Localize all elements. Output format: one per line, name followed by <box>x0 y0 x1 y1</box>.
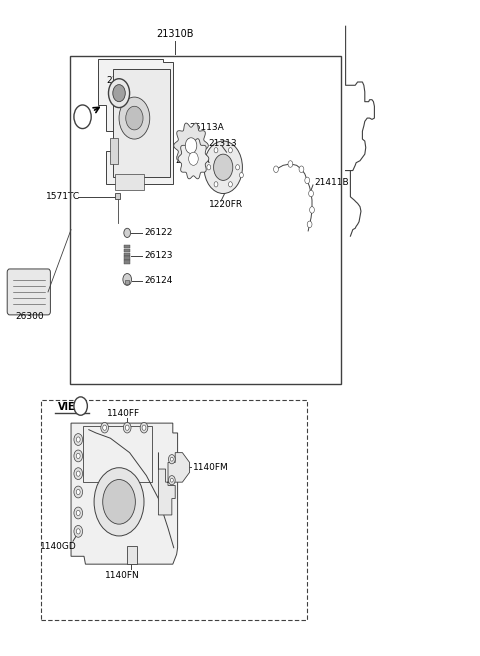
Circle shape <box>74 525 83 537</box>
Text: 26300: 26300 <box>15 312 44 321</box>
Circle shape <box>214 148 218 153</box>
Circle shape <box>189 152 198 165</box>
Circle shape <box>76 489 80 495</box>
Polygon shape <box>71 423 178 564</box>
Text: 1571TC: 1571TC <box>46 192 80 201</box>
Circle shape <box>94 468 144 536</box>
Circle shape <box>113 85 125 102</box>
Circle shape <box>123 422 131 433</box>
Circle shape <box>228 182 232 187</box>
Polygon shape <box>158 453 190 515</box>
Bar <box>83 426 152 482</box>
Circle shape <box>170 478 173 482</box>
Circle shape <box>228 148 232 153</box>
Circle shape <box>140 422 148 433</box>
Circle shape <box>74 486 83 498</box>
Circle shape <box>236 165 240 170</box>
Text: 26113A: 26113A <box>190 123 224 133</box>
FancyBboxPatch shape <box>7 269 50 315</box>
Circle shape <box>101 422 108 433</box>
Circle shape <box>76 437 80 442</box>
Text: 1140FN: 1140FN <box>105 571 140 581</box>
Circle shape <box>74 468 83 480</box>
Text: 21411B: 21411B <box>314 178 349 187</box>
Bar <box>127 546 137 564</box>
Circle shape <box>76 453 80 459</box>
Polygon shape <box>174 123 208 168</box>
Bar <box>115 193 120 199</box>
Circle shape <box>305 177 310 184</box>
Circle shape <box>119 97 150 139</box>
Bar <box>124 245 130 248</box>
Bar <box>113 69 170 177</box>
Circle shape <box>240 173 243 178</box>
Circle shape <box>76 471 80 476</box>
Circle shape <box>170 457 173 461</box>
Circle shape <box>103 425 107 430</box>
Circle shape <box>168 455 175 464</box>
Circle shape <box>307 221 312 228</box>
Text: VIEW: VIEW <box>58 401 86 412</box>
Circle shape <box>74 105 91 129</box>
Circle shape <box>288 161 293 167</box>
Bar <box>124 256 130 260</box>
Circle shape <box>74 507 83 519</box>
Circle shape <box>204 141 242 194</box>
Bar <box>41 400 307 620</box>
Circle shape <box>76 510 80 516</box>
Circle shape <box>207 165 211 170</box>
Circle shape <box>168 476 175 485</box>
Bar <box>124 253 130 256</box>
Text: 21310B: 21310B <box>156 29 194 39</box>
Circle shape <box>124 228 131 237</box>
Circle shape <box>274 166 278 173</box>
Bar <box>125 280 129 284</box>
Circle shape <box>214 154 233 180</box>
Text: 1140FM: 1140FM <box>193 462 228 472</box>
Circle shape <box>123 274 132 285</box>
Bar <box>124 249 130 252</box>
Circle shape <box>309 190 313 197</box>
Polygon shape <box>98 59 173 184</box>
Text: 26123: 26123 <box>144 251 172 260</box>
Text: A: A <box>78 401 84 411</box>
Circle shape <box>74 434 83 445</box>
Polygon shape <box>178 138 209 179</box>
Circle shape <box>108 79 130 108</box>
Circle shape <box>74 450 83 462</box>
Circle shape <box>299 166 304 173</box>
Bar <box>110 138 118 164</box>
Circle shape <box>214 182 218 187</box>
Text: 1140FF: 1140FF <box>107 409 141 418</box>
Text: 21421: 21421 <box>107 75 135 85</box>
Bar <box>70 56 341 384</box>
Circle shape <box>76 529 80 534</box>
Text: 26122: 26122 <box>144 228 172 237</box>
Bar <box>124 260 130 264</box>
Circle shape <box>103 480 135 524</box>
Text: 26112A: 26112A <box>175 155 210 165</box>
Circle shape <box>74 397 87 415</box>
Circle shape <box>126 106 143 130</box>
Circle shape <box>142 425 146 430</box>
Circle shape <box>185 138 197 154</box>
Circle shape <box>125 425 129 430</box>
Text: 1140GD: 1140GD <box>40 542 77 551</box>
Text: 26124: 26124 <box>144 276 172 285</box>
Text: 1220FR: 1220FR <box>209 200 243 209</box>
Text: A: A <box>80 112 85 121</box>
Text: 21313: 21313 <box>209 138 238 148</box>
Bar <box>115 174 144 190</box>
Circle shape <box>310 207 314 213</box>
